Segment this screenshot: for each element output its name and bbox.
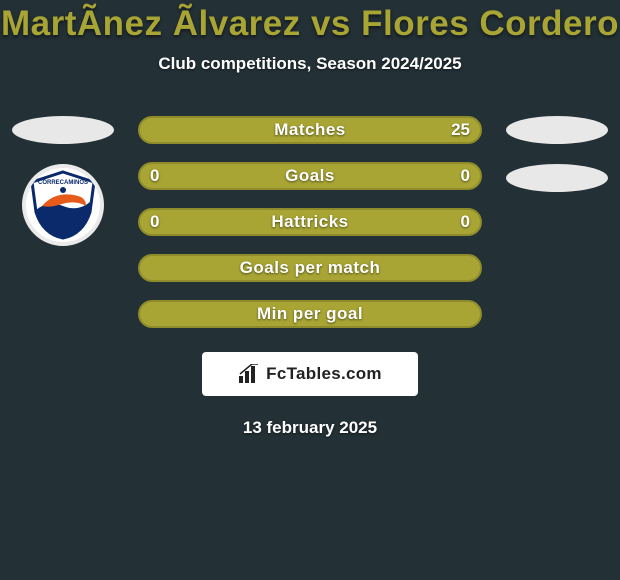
stat-bars: Matches 25 0 Goals 0 0 Hattricks 0 Goals…: [138, 116, 482, 328]
stats-area: CORRECAMINOS Matches 25 0 Goals 0 0 Hatt…: [0, 116, 620, 438]
club-badge-left: CORRECAMINOS: [22, 164, 104, 246]
date-line: 13 february 2025: [0, 418, 620, 438]
stat-value-right: 0: [461, 166, 470, 186]
club-spot-right-2: [506, 164, 608, 192]
stat-bar-hattricks: 0 Hattricks 0: [138, 208, 482, 236]
page-subtitle: Club competitions, Season 2024/2025: [0, 54, 620, 74]
stat-value-right: 25: [451, 120, 470, 140]
branding-badge: FcTables.com: [202, 352, 418, 396]
stat-bar-min-per-goal: Min per goal: [138, 300, 482, 328]
page-title: MartÃ­nez Ãlvarez vs Flores Cordero: [0, 4, 620, 44]
stat-bar-goals: 0 Goals 0: [138, 162, 482, 190]
stat-value-left: 0: [150, 166, 159, 186]
club-crest-icon: CORRECAMINOS: [28, 170, 98, 240]
right-club-column: [502, 116, 612, 192]
stat-bar-matches: Matches 25: [138, 116, 482, 144]
branding-text: FcTables.com: [266, 364, 382, 384]
stat-label: Goals per match: [240, 258, 381, 278]
stat-value-left: 0: [150, 212, 159, 232]
bar-chart-icon: [238, 364, 260, 384]
club-spot-left-1: [12, 116, 114, 144]
stat-label: Hattricks: [271, 212, 348, 232]
stat-label: Min per goal: [257, 304, 363, 324]
content: MartÃ­nez Ãlvarez vs Flores Cordero Club…: [0, 0, 620, 438]
club-spot-right-1: [506, 116, 608, 144]
stat-label: Matches: [274, 120, 346, 140]
left-club-column: CORRECAMINOS: [8, 116, 118, 246]
club-crest-text: CORRECAMINOS: [38, 180, 88, 186]
stat-bar-goals-per-match: Goals per match: [138, 254, 482, 282]
stat-label: Goals: [285, 166, 335, 186]
stat-value-right: 0: [461, 212, 470, 232]
